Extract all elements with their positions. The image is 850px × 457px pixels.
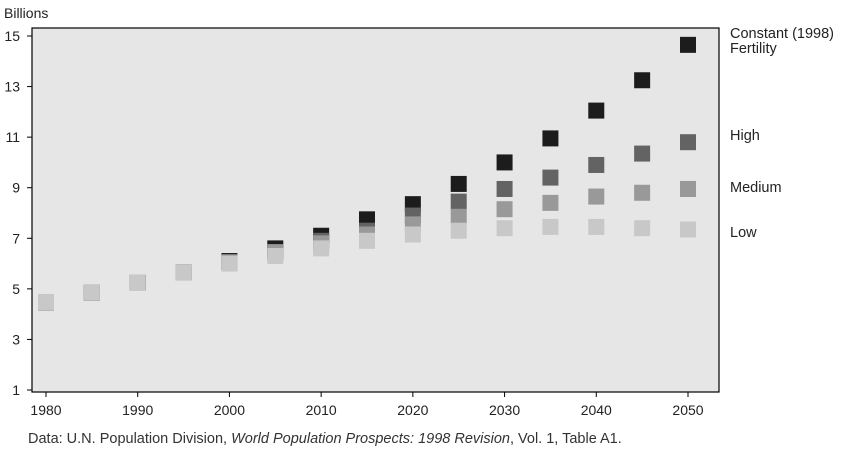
- series-label: Medium: [730, 180, 782, 196]
- source-prefix: Data: U.N. Population Division,: [28, 431, 232, 447]
- point-low-2010: [313, 240, 330, 257]
- point-low-1980: [38, 294, 54, 311]
- point-constant-1998-fertility-2045: [634, 72, 651, 89]
- point-medium-2040: [588, 188, 605, 205]
- x-tick-label: 2020: [397, 402, 428, 418]
- point-low-1990: [129, 274, 146, 291]
- point-high-2045: [634, 145, 651, 162]
- y-tick-label: 15: [4, 28, 20, 44]
- point-high-2050: [680, 134, 696, 151]
- y-tick-label: 1: [12, 382, 20, 398]
- series-label: Low: [730, 225, 757, 241]
- point-low-1995: [175, 264, 192, 281]
- y-tick-label: 7: [12, 230, 20, 246]
- point-medium-2050: [680, 180, 696, 197]
- x-tick-label: 2000: [214, 402, 245, 418]
- point-medium-2030: [496, 201, 513, 218]
- series-label: High: [730, 128, 760, 144]
- y-axis-label: Billions: [4, 5, 48, 21]
- point-low-2005: [267, 247, 284, 264]
- y-tick-label: 13: [4, 79, 20, 95]
- x-tick-label: 1980: [30, 402, 61, 418]
- y-tick-label: 3: [12, 331, 20, 347]
- point-low-2000: [221, 255, 238, 272]
- source-note: Data: U.N. Population Division, World Po…: [28, 431, 622, 447]
- y-tick-label: 5: [12, 281, 20, 297]
- source-title: World Population Prospects: 1998 Revisio…: [231, 431, 510, 447]
- point-high-2040: [588, 156, 605, 173]
- y-tick-label: 11: [5, 129, 20, 145]
- point-constant-1998-fertility-2030: [496, 154, 513, 171]
- x-tick-label: 2040: [581, 402, 612, 418]
- point-low-2050: [680, 221, 696, 238]
- point-constant-1998-fertility-2040: [588, 102, 605, 119]
- point-high-2035: [542, 169, 559, 186]
- x-tick-label: 2030: [489, 402, 520, 418]
- point-low-2030: [496, 220, 513, 237]
- plot-area: [31, 27, 720, 393]
- point-constant-1998-fertility-2035: [542, 130, 559, 147]
- x-tick-label: 2050: [672, 402, 703, 418]
- point-medium-2025: [450, 208, 467, 225]
- point-medium-2035: [542, 194, 559, 211]
- point-low-2015: [359, 232, 375, 249]
- data-points: [38, 36, 696, 311]
- point-low-2020: [404, 226, 421, 243]
- x-axis: 1980 1990 2000 2010 2020 2030 2040 2050: [30, 392, 704, 418]
- point-low-2025: [450, 222, 467, 239]
- point-low-2040: [588, 218, 605, 235]
- series-label: Constant (1998) Fertility: [730, 26, 834, 57]
- point-high-2025: [450, 193, 467, 210]
- point-constant-1998-fertility-2050: [680, 36, 696, 53]
- point-high-2030: [496, 180, 513, 197]
- source-suffix: , Vol. 1, Table A1.: [509, 431, 622, 447]
- point-low-1985: [83, 284, 100, 301]
- x-tick-label: 1990: [122, 402, 153, 418]
- x-tick-label: 2010: [306, 402, 337, 418]
- y-tick-label: 9: [12, 180, 20, 196]
- point-medium-2045: [634, 184, 651, 201]
- point-low-2035: [542, 218, 559, 235]
- point-low-2045: [634, 220, 651, 237]
- point-constant-1998-fertility-2025: [450, 175, 467, 192]
- series-labels: Constant (1998) Fertility High Medium Low: [730, 26, 834, 241]
